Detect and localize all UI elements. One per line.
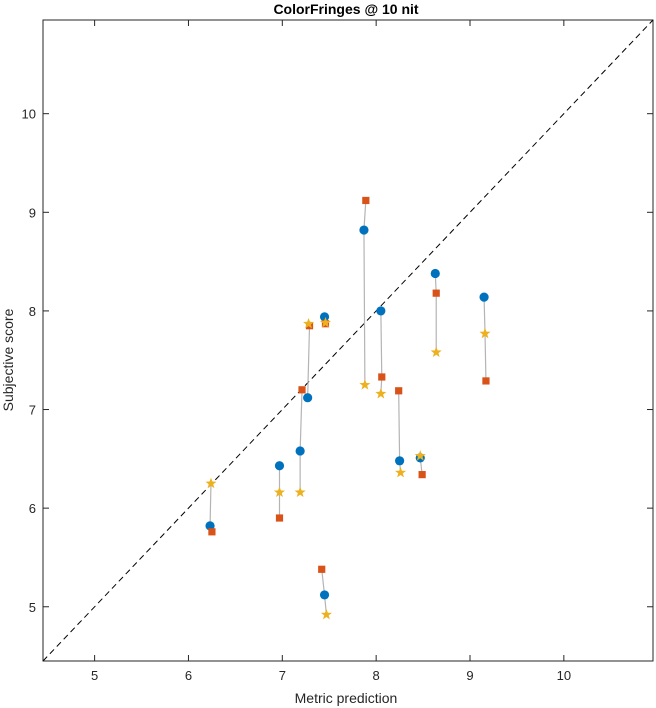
star-marker xyxy=(303,317,315,329)
square-marker xyxy=(298,386,306,394)
square-marker xyxy=(362,196,370,205)
circle-marker xyxy=(319,590,330,600)
star-marker xyxy=(359,379,371,390)
x-tick-label: 8 xyxy=(373,668,380,683)
star-marker xyxy=(205,477,217,489)
circle-marker xyxy=(376,306,386,316)
star-marker xyxy=(430,346,442,358)
plot-frame xyxy=(42,19,654,662)
circle-marker xyxy=(479,292,489,302)
x-tick-label: 9 xyxy=(466,668,473,683)
y-axis-label: Subjective score xyxy=(0,308,16,411)
star-marker xyxy=(273,486,286,498)
y-tick-label: 5 xyxy=(29,600,36,615)
plot-area: 5 6 7 8 9 10 5 6 7 8 9 10 xyxy=(22,19,654,683)
circle-marker xyxy=(359,225,369,235)
reference-line xyxy=(42,19,654,662)
y-tick-label: 6 xyxy=(29,501,36,516)
square-marker xyxy=(395,387,403,395)
circle-marker xyxy=(295,446,305,456)
square-marker xyxy=(275,514,284,522)
square-marker xyxy=(418,471,426,479)
circle-marker xyxy=(303,393,313,403)
star-marker xyxy=(375,387,387,399)
star-marker xyxy=(414,450,426,461)
x-tick-label: 5 xyxy=(91,668,98,683)
circle-marker xyxy=(395,456,405,466)
y-tick-label: 7 xyxy=(29,403,36,418)
circle-marker xyxy=(205,521,215,531)
x-axis-label: Metric prediction xyxy=(295,690,398,706)
x-tick-label: 10 xyxy=(557,668,571,683)
star-marker xyxy=(479,327,491,339)
y-tick-label: 10 xyxy=(22,107,36,122)
square-marker xyxy=(318,565,326,573)
square-marker xyxy=(432,289,440,297)
circle-marker xyxy=(430,268,440,279)
circle-marker xyxy=(319,312,330,322)
star-marker xyxy=(294,486,306,498)
square-marker xyxy=(208,528,216,536)
star-marker xyxy=(319,316,331,328)
chart-title: ColorFringes @ 10 nit xyxy=(273,1,418,17)
x-tick-label: 6 xyxy=(185,668,192,683)
x-tick-label: 7 xyxy=(279,668,286,683)
square-marker xyxy=(378,373,386,381)
square-marker xyxy=(482,377,490,385)
circle-marker xyxy=(274,461,285,471)
star-marker xyxy=(320,608,332,620)
y-tick-label: 8 xyxy=(29,304,36,319)
star-marker xyxy=(395,466,407,478)
y-tick-label: 9 xyxy=(29,205,36,220)
